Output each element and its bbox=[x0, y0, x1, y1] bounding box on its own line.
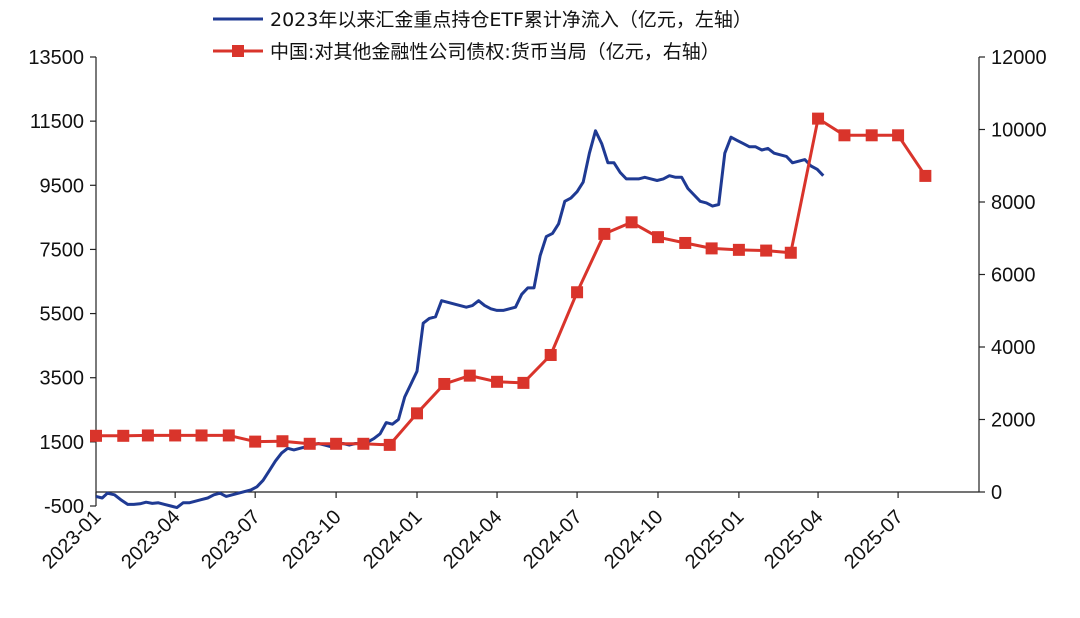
y-right-tick-label: 4000 bbox=[991, 337, 1036, 359]
data-point bbox=[491, 375, 504, 388]
data-point bbox=[383, 438, 396, 451]
data-point bbox=[222, 429, 235, 442]
x-tick-label: 2024-04 bbox=[439, 506, 506, 573]
y-right-tick-label: 2000 bbox=[991, 410, 1036, 432]
legend: 2023年以来汇金重点持仓ETF累计净流入（亿元，左轴） 中国:对其他金融性公司… bbox=[213, 9, 752, 63]
x-tick-label: 2024-01 bbox=[359, 506, 426, 573]
data-point bbox=[865, 129, 878, 142]
x-tick-label: 2024-10 bbox=[600, 506, 667, 573]
y-right-tick-label: 0 bbox=[991, 482, 1002, 504]
y-right-tick-label: 10000 bbox=[991, 120, 1047, 142]
y-left-tick-label: 11500 bbox=[30, 111, 84, 133]
data-point bbox=[169, 429, 182, 442]
data-point bbox=[760, 244, 773, 257]
data-point bbox=[651, 231, 664, 244]
data-point bbox=[249, 435, 262, 448]
x-tick-label: 2025-07 bbox=[840, 506, 907, 573]
y-left-tick-label: 9500 bbox=[40, 175, 85, 197]
y-left-tick-label: 7500 bbox=[40, 239, 85, 261]
data-point bbox=[195, 429, 208, 442]
series-line-1 bbox=[96, 117, 927, 447]
y-left-tick-label: 5500 bbox=[40, 304, 85, 326]
y-right-ticks: 0 2000 4000 6000 8000 10000 12000 bbox=[979, 47, 1047, 504]
data-point bbox=[141, 429, 154, 442]
data-point bbox=[812, 112, 825, 125]
data-point bbox=[598, 227, 611, 240]
y-left-tick-label: 1500 bbox=[40, 432, 85, 454]
y-right-tick-label: 12000 bbox=[991, 47, 1047, 69]
x-tick-label: 2023-07 bbox=[197, 506, 264, 573]
data-point bbox=[411, 407, 424, 420]
data-point bbox=[732, 243, 745, 256]
y-right-tick-label: 8000 bbox=[991, 192, 1036, 214]
series-line-0 bbox=[95, 129, 825, 510]
y-left-tick-label: 13500 bbox=[28, 47, 84, 69]
x-tick-label: 2024-07 bbox=[519, 506, 586, 573]
y-left-tick-label: -500 bbox=[44, 496, 84, 518]
series-layer bbox=[90, 112, 932, 510]
data-point bbox=[544, 348, 557, 361]
data-point bbox=[625, 216, 638, 229]
data-point bbox=[303, 437, 316, 450]
data-point bbox=[679, 236, 692, 249]
data-point bbox=[838, 129, 851, 142]
x-tick-label: 2023-04 bbox=[117, 506, 184, 573]
data-point bbox=[463, 369, 476, 382]
data-point bbox=[357, 437, 370, 450]
data-point bbox=[571, 286, 584, 299]
data-point bbox=[90, 429, 102, 442]
data-point bbox=[438, 377, 451, 390]
y-right-tick-label: 6000 bbox=[991, 265, 1036, 287]
legend-marker-pboc bbox=[232, 45, 244, 57]
data-point bbox=[517, 376, 530, 389]
data-point bbox=[330, 437, 343, 450]
data-point bbox=[919, 169, 932, 182]
plot-area: -500 1500 3500 5500 7500 9500 11500 13500 0 2000… bbox=[28, 47, 1046, 573]
x-tick-label: 2025-01 bbox=[681, 506, 748, 573]
data-point bbox=[276, 435, 289, 448]
data-point bbox=[892, 129, 905, 142]
x-tick-label: 2023-10 bbox=[278, 506, 345, 573]
data-point bbox=[784, 246, 797, 259]
data-point bbox=[117, 429, 130, 442]
legend-label-pboc: 中国:对其他金融性公司债权:货币当局（亿元，右轴） bbox=[270, 41, 720, 63]
y-left-ticks: -500 1500 3500 5500 7500 9500 11500 13500 bbox=[28, 47, 96, 518]
legend-label-etf: 2023年以来汇金重点持仓ETF累计净流入（亿元，左轴） bbox=[270, 9, 752, 31]
y-left-tick-label: 3500 bbox=[40, 368, 85, 390]
data-point bbox=[705, 242, 718, 255]
x-tick-label: 2025-04 bbox=[760, 506, 827, 573]
